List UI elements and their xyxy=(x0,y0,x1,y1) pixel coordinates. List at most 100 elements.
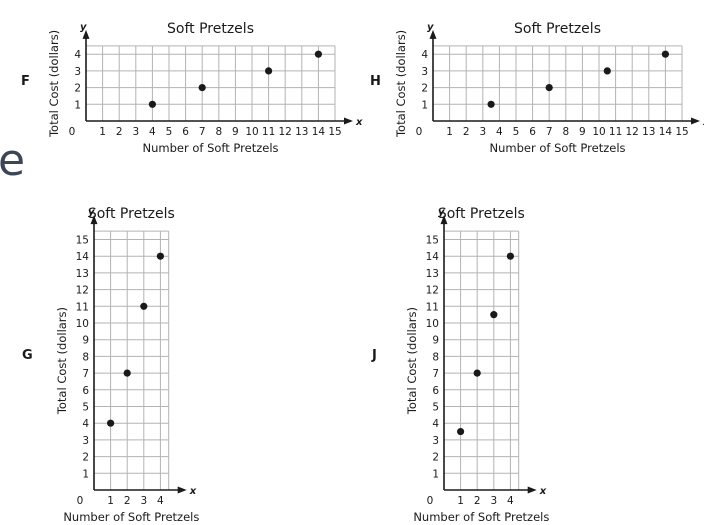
data-point xyxy=(140,302,148,310)
x-tick-label: 1 xyxy=(99,126,106,138)
x-axis-arrow xyxy=(177,486,187,494)
y-tick-label: 2 xyxy=(74,83,81,95)
y-axis-letter: y xyxy=(438,207,445,218)
x-tick-label: 3 xyxy=(140,495,147,507)
x-tick-label: 10 xyxy=(592,126,605,138)
x-tick-label: 5 xyxy=(166,126,173,138)
origin-label: 0 xyxy=(427,495,434,507)
x-axis-title: Number of Soft Pretzels xyxy=(413,510,549,524)
y-tick-label: 9 xyxy=(432,335,439,347)
y-tick-label: 15 xyxy=(426,235,439,247)
y-tick-label: 3 xyxy=(74,66,81,78)
y-tick-label: 14 xyxy=(426,251,440,263)
x-tick-label: 15 xyxy=(675,126,688,138)
x-tick-label: 14 xyxy=(659,126,673,138)
y-tick-label: 12 xyxy=(426,285,439,297)
chart-title: Soft Pretzels xyxy=(88,206,175,222)
x-tick-label: 4 xyxy=(149,126,156,138)
x-tick-label: 15 xyxy=(328,126,341,138)
x-axis-letter: x xyxy=(355,117,363,128)
gridlines xyxy=(86,45,336,121)
x-tick-label: 14 xyxy=(312,126,326,138)
y-axis-title: Total Cost (dollars) xyxy=(405,307,419,415)
x-tick-label: 12 xyxy=(626,126,639,138)
y-tick-label: 1 xyxy=(82,468,89,480)
x-axis-title: Number of Soft Pretzels xyxy=(489,141,625,155)
gridlines xyxy=(94,230,170,490)
gridlines xyxy=(433,45,683,121)
x-tick-label: 1 xyxy=(107,495,114,507)
x-axis-letter: x xyxy=(702,117,704,128)
x-tick-label: 4 xyxy=(507,495,514,507)
y-tick-label: 13 xyxy=(76,268,89,280)
origin-label: 0 xyxy=(77,495,84,507)
x-tick-label: 9 xyxy=(232,126,239,138)
x-tick-label: 13 xyxy=(295,126,308,138)
y-tick-label: 3 xyxy=(432,435,439,447)
x-tick-label: 4 xyxy=(157,495,164,507)
x-tick-label: 6 xyxy=(182,126,189,138)
data-point xyxy=(661,50,670,58)
y-tick-label: 15 xyxy=(76,235,89,247)
y-tick-label: 10 xyxy=(76,318,89,330)
y-axis-title: Total Cost (dollars) xyxy=(55,307,69,415)
data-point xyxy=(487,100,495,108)
x-tick-label: 2 xyxy=(124,495,131,507)
y-tick-label: 1 xyxy=(432,468,439,480)
x-tick-label: 3 xyxy=(479,126,486,138)
x-tick-label: 13 xyxy=(642,126,655,138)
y-tick-label: 4 xyxy=(74,49,81,61)
x-tick-label: 6 xyxy=(529,126,536,138)
data-point xyxy=(107,419,115,427)
data-point xyxy=(457,427,465,436)
x-axis-title: Number of Soft Pretzels xyxy=(142,141,278,155)
x-tick-label: 1 xyxy=(457,495,464,507)
x-tick-label: 2 xyxy=(463,126,470,138)
x-axis-letter: x xyxy=(539,486,547,497)
data-point xyxy=(148,100,156,108)
x-tick-label: 8 xyxy=(562,126,569,138)
x-tick-label: 8 xyxy=(215,126,222,138)
y-tick-label: 13 xyxy=(426,268,439,280)
chart-title: Soft Pretzels xyxy=(514,21,601,37)
y-tick-label: 11 xyxy=(76,301,89,313)
data-point xyxy=(603,67,611,75)
y-tick-label: 5 xyxy=(432,402,439,414)
y-axis-letter: y xyxy=(80,22,87,33)
data-point xyxy=(473,369,481,377)
y-tick-label: 6 xyxy=(432,385,439,397)
y-tick-label: 3 xyxy=(421,66,428,78)
x-tick-label: 3 xyxy=(132,126,139,138)
data-point xyxy=(506,252,514,260)
x-tick-label: 2 xyxy=(474,495,481,507)
x-tick-label: 10 xyxy=(245,126,258,138)
x-tick-label: 7 xyxy=(199,126,206,138)
y-axis-title: Total Cost (dollars) xyxy=(394,30,408,138)
y-tick-label: 4 xyxy=(421,49,428,61)
data-point xyxy=(198,84,206,92)
x-tick-label: 2 xyxy=(116,126,123,138)
x-tick-label: 5 xyxy=(513,126,520,138)
y-axis-arrow xyxy=(90,215,98,225)
data-point xyxy=(490,311,498,319)
option-label: G xyxy=(22,348,33,363)
y-tick-label: 5 xyxy=(82,402,89,414)
x-tick-label: 11 xyxy=(609,126,622,138)
y-tick-label: 2 xyxy=(421,83,428,95)
y-tick-label: 3 xyxy=(82,435,89,447)
data-point xyxy=(156,252,164,260)
y-tick-label: 6 xyxy=(82,385,89,397)
data-point xyxy=(545,84,553,92)
y-tick-label: 1 xyxy=(421,99,428,111)
y-axis-arrow xyxy=(82,29,90,39)
y-tick-label: 14 xyxy=(76,251,90,263)
data-point xyxy=(314,50,322,58)
x-tick-label: 1 xyxy=(446,126,453,138)
y-tick-label: 8 xyxy=(432,351,439,363)
y-tick-label: 10 xyxy=(426,318,439,330)
x-tick-label: 11 xyxy=(262,126,275,138)
x-tick-label: 4 xyxy=(496,126,503,138)
x-axis-arrow xyxy=(344,117,353,125)
